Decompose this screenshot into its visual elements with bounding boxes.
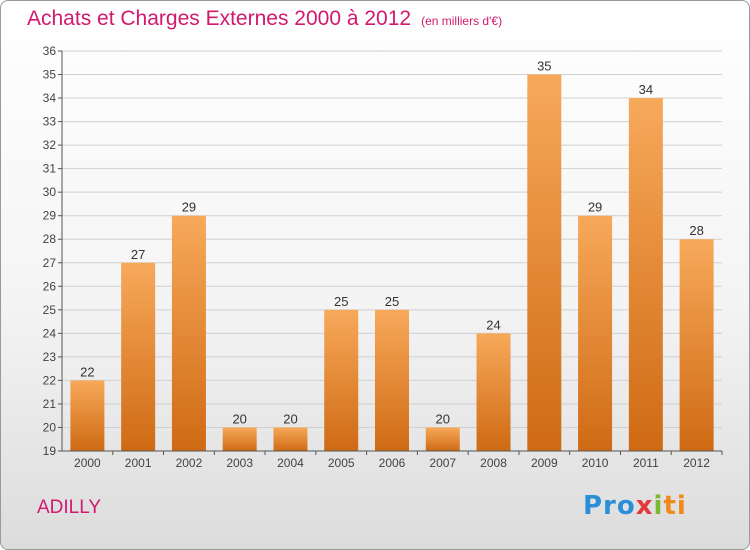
- y-tick-label: 27: [43, 256, 57, 270]
- data-label: 22: [80, 364, 94, 379]
- y-tick-label: 21: [43, 397, 57, 411]
- y-tick-label: 28: [43, 232, 57, 246]
- proxiti-logo[interactable]: Proxiti: [583, 491, 687, 521]
- logo-part-3: i: [653, 491, 664, 521]
- y-tick-label: 20: [43, 420, 57, 434]
- x-axis-ticks: 2000 2001 2002 2003 2004 2005 2006 2007 2008 2009…: [74, 451, 723, 470]
- axes: [61, 51, 722, 452]
- data-label: 29: [588, 200, 602, 215]
- x-tick-label: 2000: [74, 456, 101, 470]
- chart-title: Achats et Charges Externes 2000 à 2012 (e…: [27, 7, 502, 31]
- logo-part-4: ti: [663, 491, 687, 521]
- x-tick-label: 2002: [176, 456, 203, 470]
- y-tick-label: 19: [43, 444, 57, 458]
- x-tick-label: 2007: [429, 456, 456, 470]
- data-label: 20: [283, 411, 297, 426]
- logo-part-2: x: [635, 491, 654, 521]
- data-labels: 22 27 29 20 20 25 25 20 24 35 29 34 28: [80, 59, 704, 427]
- y-tick-label: 33: [43, 115, 57, 129]
- y-tick-label: 32: [43, 138, 57, 152]
- y-tick-label: 26: [43, 279, 57, 293]
- data-label: 20: [436, 411, 450, 426]
- y-tick-label: 29: [43, 209, 57, 223]
- y-tick-label: 34: [43, 91, 57, 105]
- x-tick-label: 2003: [226, 456, 253, 470]
- x-tick-label: 2008: [480, 456, 507, 470]
- bar-2007: [425, 427, 460, 451]
- bar-2011: [628, 98, 663, 451]
- x-tick-label: 2009: [531, 456, 558, 470]
- bar-2009: [527, 74, 562, 451]
- bar-2005: [324, 309, 359, 451]
- y-tick-label: 22: [43, 373, 57, 387]
- y-tick-label: 31: [43, 162, 57, 176]
- bar-2006: [375, 309, 409, 451]
- x-tick-label: 2001: [125, 456, 152, 470]
- y-tick-label: 24: [43, 326, 57, 340]
- data-label: 20: [232, 411, 246, 426]
- bar-2001: [121, 262, 156, 451]
- y-tick-label: 35: [43, 68, 57, 82]
- x-tick-label: 2011: [633, 456, 659, 470]
- data-label: 35: [537, 59, 551, 74]
- chart-unit: (en milliers d'€): [421, 14, 503, 28]
- y-tick-label: 36: [43, 44, 57, 58]
- chart-title-text: Achats et Charges Externes 2000 à 2012: [27, 7, 412, 30]
- bar-2002: [171, 215, 206, 451]
- bar-2000: [70, 380, 105, 451]
- bar-2012: [679, 239, 714, 451]
- y-tick-label: 23: [43, 350, 57, 364]
- x-tick-label: 2004: [277, 456, 304, 470]
- logo-part-1: Pro: [583, 491, 636, 521]
- data-label: 27: [131, 247, 145, 262]
- bars: [70, 74, 714, 451]
- commune-name: ADILLY: [37, 497, 102, 518]
- x-tick-label: 2012: [683, 456, 710, 470]
- data-label: 29: [182, 200, 196, 215]
- y-axis-ticks: 19 20 21 22 23 24 25 26 27 28 29 30 31 32 33 34 35 36: [43, 44, 62, 458]
- bar-2003: [222, 427, 257, 451]
- data-label: 24: [486, 317, 500, 332]
- bar-2010: [578, 215, 613, 451]
- bar-2004: [273, 427, 308, 451]
- x-tick-label: 2010: [582, 456, 609, 470]
- x-tick-label: 2006: [379, 456, 406, 470]
- data-label: 34: [639, 82, 653, 97]
- y-tick-label: 25: [43, 303, 57, 317]
- bar-2008: [476, 333, 511, 451]
- data-label: 25: [334, 294, 348, 309]
- y-tick-label: 30: [43, 185, 57, 199]
- data-label: 25: [385, 294, 399, 309]
- x-tick-label: 2005: [328, 456, 355, 470]
- data-label: 28: [689, 223, 703, 238]
